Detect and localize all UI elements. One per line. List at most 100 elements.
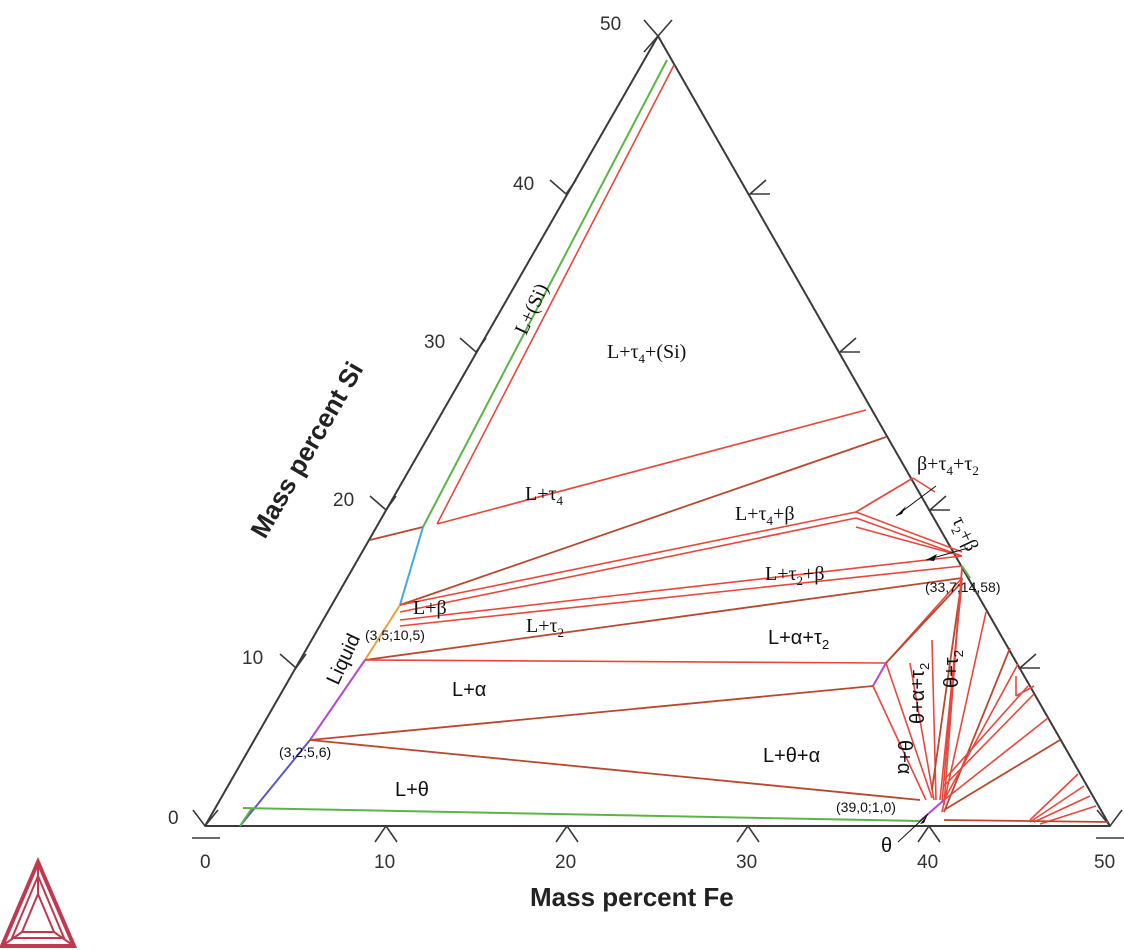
fan-bottom xyxy=(943,819,1109,823)
left-tick-label-50: 50 xyxy=(600,14,621,35)
right-axis xyxy=(657,35,1111,827)
axis-ticks xyxy=(192,19,1124,843)
fan-12 xyxy=(1033,795,1091,823)
si-boundary-green xyxy=(422,59,668,528)
liquidus-orange xyxy=(364,604,401,661)
tau2-green xyxy=(961,565,971,579)
left-tick-label-40: 40 xyxy=(513,174,534,195)
label-liquid: Liquid xyxy=(323,630,366,688)
liquidus-blue xyxy=(399,526,424,606)
tick-left-10 xyxy=(279,653,307,670)
tie-tau2-1 xyxy=(364,577,963,661)
tick-bottom-10 xyxy=(374,824,398,843)
label-l-beta: L+β xyxy=(413,597,447,619)
left-axis xyxy=(204,35,659,827)
theta-boundary-green xyxy=(242,807,921,822)
tick-bottom-30 xyxy=(736,824,760,843)
left-tick-label-10: 10 xyxy=(242,648,263,669)
si-boundary-red xyxy=(436,64,675,525)
tick-bottom-20 xyxy=(555,824,579,843)
tie-tau2-4 xyxy=(885,581,963,664)
point-label-2: (3,2;5,6) xyxy=(279,744,331,760)
bottom-tick-label-50: 50 xyxy=(1094,852,1115,873)
point-label-4: (39,0;1,0) xyxy=(836,799,896,815)
label-l-si: L+(Si) xyxy=(511,280,554,338)
tie-theta-1 xyxy=(309,739,921,801)
tie-tau4-upper xyxy=(436,409,867,525)
tie-beta-5 xyxy=(855,511,963,553)
tie-beta-2 xyxy=(399,517,857,613)
tie-theta-tau2-4 xyxy=(943,565,963,806)
tick-labels: 0 10 20 30 40 50 0 10 20 30 40 50 xyxy=(168,14,1115,873)
label-l-tau4-si: L+τ4+(Si) xyxy=(607,341,686,366)
tie-tau2-2 xyxy=(364,659,887,664)
tie-tau4-lower xyxy=(399,436,887,606)
alpha-purple xyxy=(872,662,887,687)
tie-beta-6 xyxy=(855,477,914,513)
left-tick-label-20: 20 xyxy=(333,490,354,511)
fan-11 xyxy=(1029,785,1085,823)
tie-theta-alpha-3 xyxy=(909,662,935,801)
region-labels: L+τ4+(Si) L+(Si) L+τ4 L+τ4+β β+τ4+τ2 τ2+… xyxy=(323,280,983,857)
tie-alpha-1 xyxy=(309,685,874,741)
arrowhead-1 xyxy=(896,506,906,516)
label-tau2-beta: τ2+β xyxy=(945,513,983,556)
label-theta-alpha-tau2: θ+α+τ2 xyxy=(907,663,932,724)
label-theta-alpha: θ+α xyxy=(893,740,915,774)
label-l-tau4: L+τ4 xyxy=(525,483,564,508)
label-l-alpha-tau2: L+α+τ2 xyxy=(768,627,829,652)
point-label-1: (3,5;10,5) xyxy=(365,627,425,643)
label-theta: θ xyxy=(881,835,892,857)
bottom-tick-label-0: 0 xyxy=(200,852,211,873)
tie-theta-alpha-2 xyxy=(885,662,933,799)
fan-7 xyxy=(943,739,1061,811)
bottom-tick-label-20: 20 xyxy=(555,852,576,873)
label-l-tau2: L+τ2 xyxy=(526,615,564,640)
tick-corner-right xyxy=(1096,809,1123,828)
tick-corner-top xyxy=(643,19,673,38)
logo-icon xyxy=(0,856,78,948)
composition-points: (3,5;10,5) (3,2;5,6) (33,7;14,58) (39,0;… xyxy=(279,579,1001,815)
tick-left-40 xyxy=(549,179,577,196)
tick-right-1 xyxy=(747,179,770,195)
arrowhead-2 xyxy=(926,554,937,561)
fan-3 xyxy=(943,663,1019,801)
label-l-alpha: L+α xyxy=(452,679,486,701)
tie-tau2beta-1 xyxy=(399,555,963,621)
left-axis-title: Mass percent Si xyxy=(244,357,369,543)
bottom-tick-label-10: 10 xyxy=(374,852,395,873)
left-tick-label-30: 30 xyxy=(424,332,445,353)
fan-6 xyxy=(943,717,1049,801)
label-l-theta: L+θ xyxy=(395,779,429,801)
triangle-frame xyxy=(204,35,1111,827)
tick-corner-top-b xyxy=(643,35,659,53)
tick-corner-left xyxy=(192,809,219,828)
tick-left-20 xyxy=(369,495,397,512)
tick-bottom-40 xyxy=(917,824,941,843)
bottom-axis-title: Mass percent Fe xyxy=(530,882,734,912)
fan-10 xyxy=(1029,773,1079,821)
left-tick-label-0: 0 xyxy=(168,808,179,829)
tie-beta-1 xyxy=(399,511,857,606)
fan-4 xyxy=(943,685,1029,781)
tick-left-30 xyxy=(459,337,487,354)
arrow-theta xyxy=(897,813,929,843)
label-theta-tau2: θ+τ2 xyxy=(941,650,966,688)
liquidus-purple xyxy=(309,659,366,741)
arrowhead-3 xyxy=(920,814,928,824)
fan-9 xyxy=(1015,685,1035,697)
label-l-theta-alpha: L+θ+α xyxy=(763,745,820,767)
tick-right-4 xyxy=(1017,653,1040,669)
tie-tau2beta-3 xyxy=(855,526,963,557)
bottom-tick-label-40: 40 xyxy=(917,852,938,873)
tie-theta-tau2-1 xyxy=(931,577,963,791)
bottom-tick-label-30: 30 xyxy=(736,852,757,873)
fan-2 xyxy=(943,647,1011,813)
tick-right-3 xyxy=(927,495,950,511)
label-l-tau4-beta: L+τ4+β xyxy=(735,503,795,528)
liquidus-indigo xyxy=(239,739,311,827)
phase-boundaries xyxy=(239,59,1109,843)
tie-tau2beta-2 xyxy=(399,565,963,627)
green-corner xyxy=(239,807,253,827)
